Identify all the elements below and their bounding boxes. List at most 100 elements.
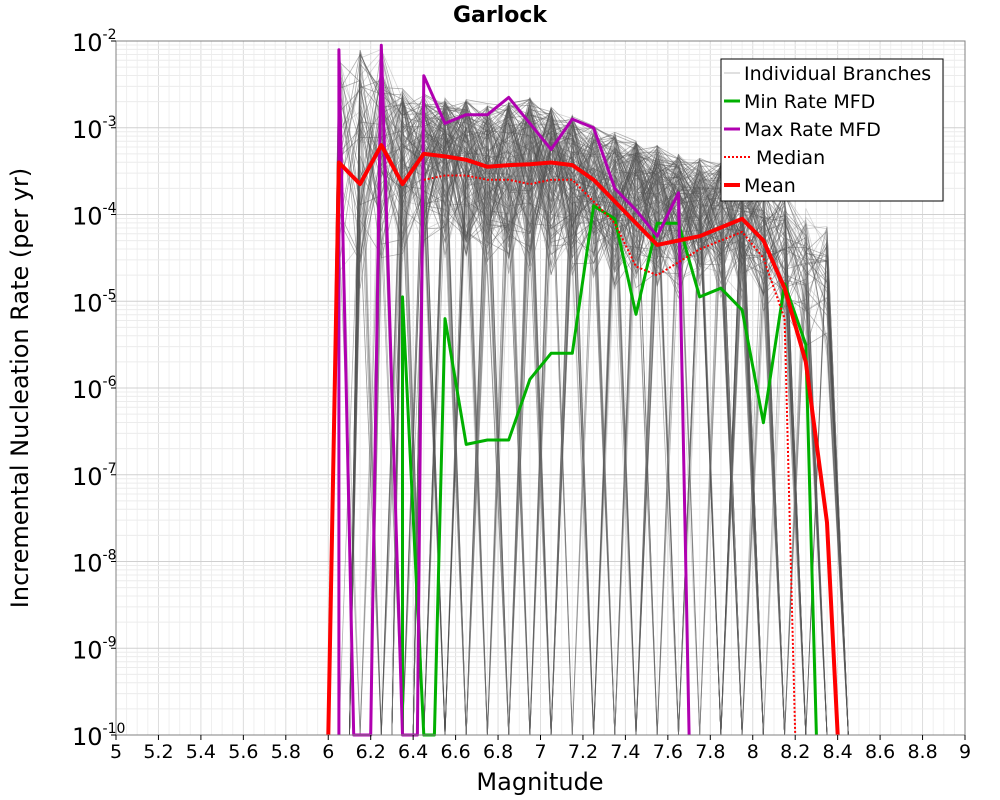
y-tick-base: 10: [72, 723, 103, 751]
branch-line: [327, 78, 828, 736]
branch-line: [370, 117, 785, 736]
branch-line: [327, 95, 764, 736]
y-tick-base: 10: [72, 116, 103, 144]
branch-line: [349, 105, 743, 736]
branch-line: [412, 121, 849, 736]
branch-line: [327, 95, 743, 736]
branch-line: [391, 103, 849, 736]
y-tick-exponent: -9: [103, 634, 117, 650]
branch-line: [391, 100, 743, 736]
branch-line: [349, 104, 828, 736]
branch-line: [370, 114, 764, 736]
branch-line: [370, 113, 785, 736]
x-tick-label: 6.2: [356, 741, 386, 763]
x-tick-label: 7.6: [653, 741, 683, 763]
y-tick-label: 10-2: [72, 27, 117, 57]
x-tick-label: 7.2: [568, 741, 598, 763]
y-tick-exponent: -6: [103, 374, 117, 390]
y-tick-base: 10: [72, 29, 103, 57]
branch-line: [412, 118, 828, 736]
y-tick-exponent: -3: [103, 114, 117, 130]
x-tick-label: 7.8: [695, 741, 725, 763]
branch-line: [412, 105, 764, 736]
branch-line: [327, 89, 849, 736]
legend-label: Min Rate MFD: [744, 91, 875, 113]
branch-line: [412, 107, 785, 736]
branch-line: [370, 97, 849, 736]
branch-line: [327, 51, 785, 736]
branch-line: [413, 109, 849, 736]
branch-line: [412, 108, 785, 736]
branch-line: [327, 61, 849, 736]
branch-line: [412, 108, 828, 736]
branch-line: [413, 102, 849, 736]
branch-line: [412, 93, 849, 736]
branch-line: [413, 101, 785, 736]
branch-line: [370, 83, 849, 736]
branch-line: [391, 87, 764, 736]
y-tick-base: 10: [72, 550, 103, 578]
branch-line: [391, 98, 785, 736]
branch-line: [412, 118, 807, 736]
y-tick-label: 10-5: [72, 287, 117, 317]
branch-line: [391, 102, 785, 736]
branch-line: [327, 100, 827, 736]
branch-line: [391, 99, 828, 736]
y-tick-base: 10: [72, 289, 103, 317]
legend: Individual Branches Min Rate MFD Max Rate …: [720, 58, 944, 202]
branch-line: [412, 107, 764, 736]
branch-line: [327, 75, 849, 736]
legend-label: Mean: [744, 175, 796, 197]
x-tick-label: 9: [959, 741, 971, 763]
branch-line: [412, 105, 807, 736]
branch-line: [412, 102, 743, 736]
branch-line: [412, 102, 764, 736]
series-line-max-rate-mfd: [337, 43, 691, 737]
x-tick-label: 8.8: [907, 741, 937, 763]
series-lines: [326, 43, 840, 737]
branch-line: [412, 97, 806, 736]
branch-line: [349, 90, 743, 736]
branch-line: [412, 97, 764, 736]
branch-line: [412, 110, 807, 736]
branch-line: [412, 145, 764, 736]
series-line-median: [423, 174, 797, 736]
branch-line: [370, 71, 807, 736]
y-tick-label: 10-4: [72, 201, 117, 231]
y-tick-base: 10: [72, 376, 103, 404]
x-tick-label: 5: [110, 741, 122, 763]
branch-line: [327, 54, 743, 736]
branch-line: [349, 101, 764, 736]
branch-line: [327, 97, 849, 736]
branch-line: [370, 103, 849, 736]
branch-line: [412, 103, 743, 736]
branch-line: [370, 99, 807, 736]
branch-line: [370, 54, 764, 736]
branch-line: [327, 100, 849, 736]
x-tick-label: 5.4: [186, 741, 216, 763]
branch-line: [327, 101, 849, 736]
branch-line: [412, 100, 849, 736]
branch-line: [327, 118, 764, 736]
legend-label: Median: [756, 147, 825, 169]
branch-line: [412, 117, 764, 736]
branch-line: [412, 115, 849, 736]
branch-line: [391, 93, 785, 736]
branch-line: [327, 105, 764, 736]
branch-line: [349, 108, 743, 736]
x-axis-ticks: 5 5.2 5.4 5.6 5.8 6 6.2 6.4 6.6 6.8 7 7.2 7.4 7.6 7.8 8…: [110, 735, 971, 763]
branch-line: [370, 120, 849, 736]
y-tick-label: 10-7: [72, 461, 117, 491]
branch-line: [370, 102, 828, 736]
branch-line: [327, 51, 743, 736]
branch-line: [349, 109, 743, 736]
branch-line: [349, 83, 764, 736]
branch-line: [412, 177, 743, 736]
branch-line: [370, 96, 807, 736]
branch-line: [391, 107, 785, 736]
branch-line: [391, 96, 849, 736]
branch-line: [327, 56, 764, 736]
branch-line: [370, 84, 764, 736]
